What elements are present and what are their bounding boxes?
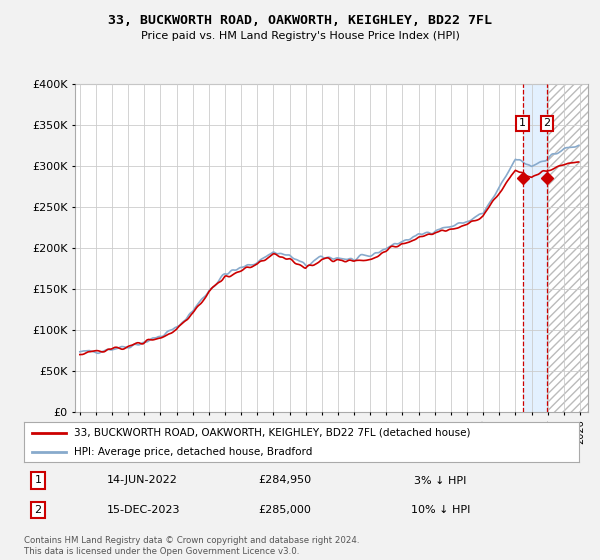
Text: 33, BUCKWORTH ROAD, OAKWORTH, KEIGHLEY, BD22 7FL (detached house): 33, BUCKWORTH ROAD, OAKWORTH, KEIGHLEY, … <box>74 428 470 438</box>
Text: Contains HM Land Registry data © Crown copyright and database right 2024.
This d: Contains HM Land Registry data © Crown c… <box>24 536 359 556</box>
Text: 14-JUN-2022: 14-JUN-2022 <box>107 475 178 486</box>
Text: 15-DEC-2023: 15-DEC-2023 <box>107 505 181 515</box>
Text: 1: 1 <box>34 475 41 486</box>
Text: 1: 1 <box>519 118 526 128</box>
Text: 2: 2 <box>544 118 550 128</box>
Text: Price paid vs. HM Land Registry's House Price Index (HPI): Price paid vs. HM Land Registry's House … <box>140 31 460 41</box>
Text: 10% ↓ HPI: 10% ↓ HPI <box>410 505 470 515</box>
Bar <box>523 84 547 412</box>
Text: £285,000: £285,000 <box>259 505 311 515</box>
Text: 3% ↓ HPI: 3% ↓ HPI <box>414 475 466 486</box>
Text: 33, BUCKWORTH ROAD, OAKWORTH, KEIGHLEY, BD22 7FL: 33, BUCKWORTH ROAD, OAKWORTH, KEIGHLEY, … <box>108 14 492 27</box>
Text: 2: 2 <box>34 505 41 515</box>
Bar <box>547 84 588 412</box>
Text: HPI: Average price, detached house, Bradford: HPI: Average price, detached house, Brad… <box>74 447 313 457</box>
Text: £284,950: £284,950 <box>258 475 311 486</box>
